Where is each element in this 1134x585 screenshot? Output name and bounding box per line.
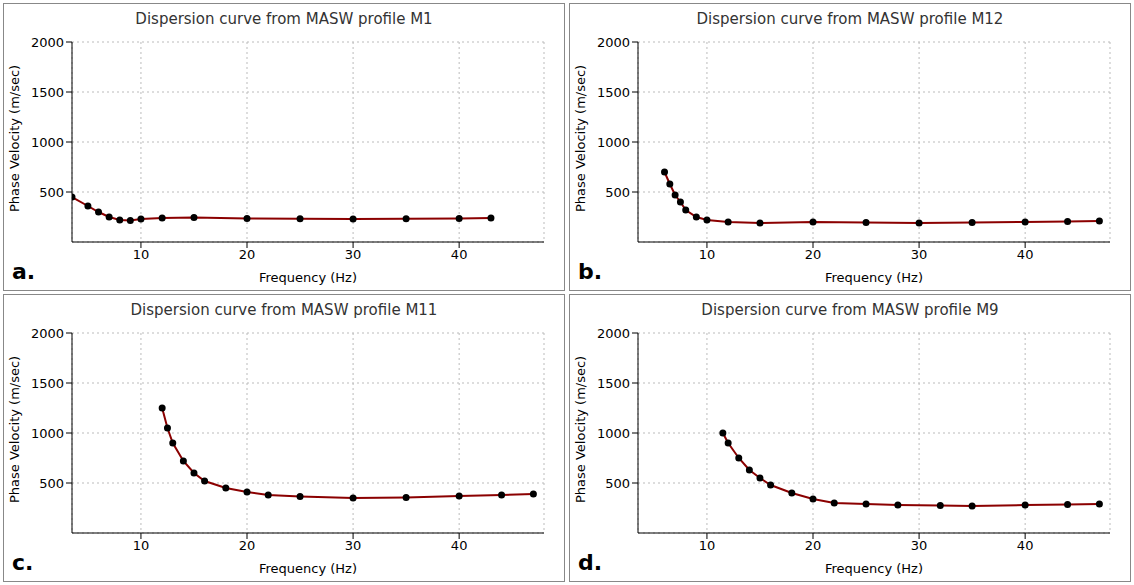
svg-text:40: 40 [451, 538, 468, 553]
svg-text:20: 20 [239, 538, 256, 553]
svg-text:10: 10 [133, 538, 150, 553]
html-text:Dispersion curve from MASW pro: Dispersion curve from MASW profile M9 [701, 301, 999, 319]
svg-text:30: 30 [911, 247, 928, 262]
svg-text:500: 500 [39, 476, 64, 491]
svg-text:40: 40 [451, 247, 468, 262]
svg-text:1500: 1500 [597, 85, 630, 100]
svg-text:2000: 2000 [597, 35, 630, 50]
svg-text:500: 500 [39, 185, 64, 200]
svg-text:1000: 1000 [597, 426, 630, 441]
svg-text:2000: 2000 [597, 326, 630, 341]
svg-text:10: 10 [699, 538, 716, 553]
svg-text:1500: 1500 [597, 376, 630, 391]
svg-text:2000: 2000 [31, 326, 64, 341]
svg-text:Phase Velocity (m/sec): Phase Velocity (m/sec) [7, 356, 22, 503]
html-text:Dispersion curve from MASW pro: Dispersion curve from MASW profile M11 [130, 301, 438, 319]
svg-text:30: 30 [911, 538, 928, 553]
svg-text:30: 30 [345, 538, 362, 553]
svg-text:Phase Velocity (m/sec): Phase Velocity (m/sec) [573, 356, 588, 503]
svg-text:20: 20 [805, 538, 822, 553]
svg-text:500: 500 [605, 185, 630, 200]
svg-text:Frequency (Hz): Frequency (Hz) [259, 270, 357, 285]
svg-text:500: 500 [605, 476, 630, 491]
svg-text:1000: 1000 [597, 135, 630, 150]
svg-text:1500: 1500 [31, 376, 64, 391]
svg-text:10: 10 [133, 247, 150, 262]
svg-text:Phase Velocity (m/sec): Phase Velocity (m/sec) [7, 65, 22, 212]
svg-text:20: 20 [805, 247, 822, 262]
svg-text:Frequency (Hz): Frequency (Hz) [825, 270, 923, 285]
svg-text:Frequency (Hz): Frequency (Hz) [825, 561, 923, 576]
svg-text:1000: 1000 [31, 426, 64, 441]
svg-text:Frequency (Hz): Frequency (Hz) [259, 561, 357, 576]
html-text:d.: d. [578, 550, 603, 575]
svg-text:10: 10 [699, 247, 716, 262]
html-text:Dispersion curve from MASW pro: Dispersion curve from MASW profile M12 [696, 10, 1004, 28]
svg-text:30: 30 [345, 247, 362, 262]
html-text:Dispersion curve from MASW pro: Dispersion curve from MASW profile M1 [135, 10, 433, 28]
svg-text:20: 20 [239, 247, 256, 262]
svg-text:Phase Velocity (m/sec): Phase Velocity (m/sec) [573, 65, 588, 212]
html-text:b.: b. [578, 259, 603, 284]
html-text:a.: a. [12, 259, 36, 284]
html-text:c.: c. [12, 550, 34, 575]
svg-text:40: 40 [1017, 247, 1034, 262]
svg-text:1500: 1500 [31, 85, 64, 100]
svg-text:40: 40 [1017, 538, 1034, 553]
svg-text:1000: 1000 [31, 135, 64, 150]
svg-text:2000: 2000 [31, 35, 64, 50]
